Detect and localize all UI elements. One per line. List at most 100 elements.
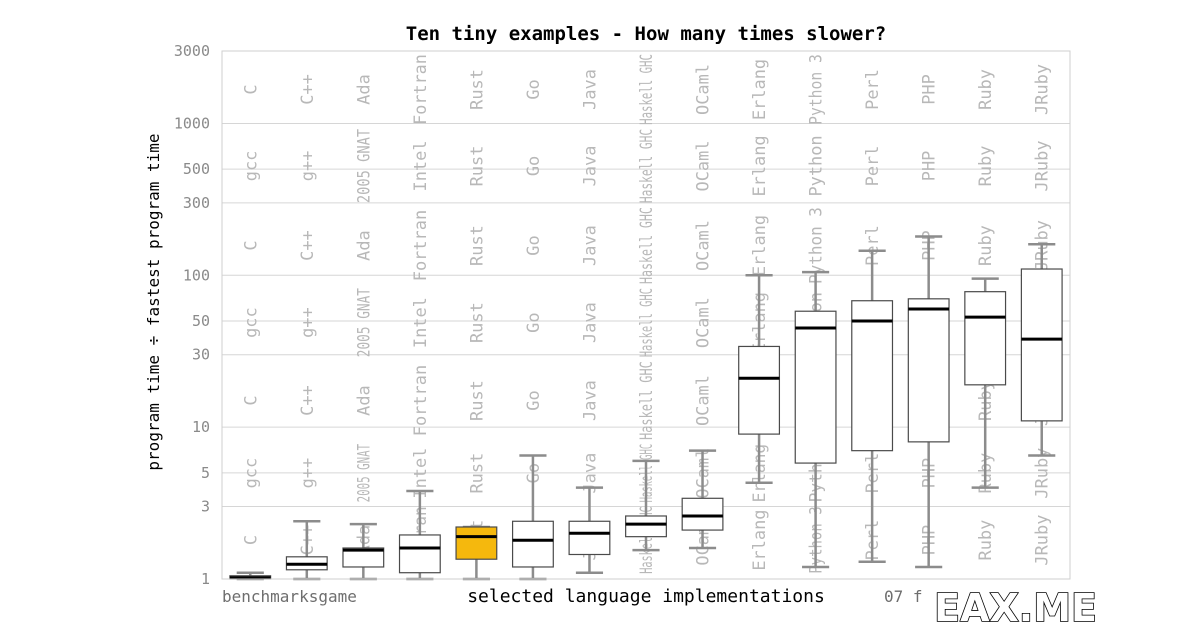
impl-label-10-6: Python 3 — [807, 54, 827, 125]
chart-title: Ten tiny examples - How many times slowe… — [406, 23, 886, 45]
impl-label-4-5: Rust — [467, 146, 487, 187]
impl-label-8-5: OCaml — [694, 140, 714, 191]
impl-label-7-3: Haskell GHC — [637, 288, 657, 357]
box-7 — [625, 459, 667, 552]
impl-label-2-4: Ada — [354, 230, 374, 261]
box-6 — [568, 486, 611, 574]
impl-label-8-6: OCaml — [694, 64, 714, 115]
impl-label-1-5: g++ — [298, 151, 318, 182]
impl-label-5-3: Go — [524, 312, 544, 332]
impl-label-7-4: Haskell GHC — [637, 207, 657, 284]
impl-label-6-6: Java — [580, 69, 600, 110]
box-body-11 — [851, 300, 894, 452]
impl-label-2-5: 2005 GNAT — [354, 129, 374, 203]
impl-label-0-2: C — [241, 395, 261, 405]
impl-label-13-0: Ruby — [976, 520, 996, 561]
impl-label-13-6: Ruby — [976, 69, 996, 110]
impl-label-6-4: Java — [580, 225, 600, 266]
impl-label-14-6: JRuby — [1033, 64, 1053, 115]
impl-label-0-0: C — [241, 535, 261, 545]
impl-label-9-4: Erlang — [750, 215, 770, 276]
impl-label-0-1: gcc — [241, 458, 261, 489]
impl-label-3-5: Intel — [411, 140, 431, 191]
box-13 — [964, 277, 1007, 489]
impl-label-2-3: 2005 GNAT — [354, 288, 374, 357]
impl-label-1-4: C++ — [298, 230, 318, 261]
impl-label-12-5: PHP — [920, 151, 940, 182]
impl-label-6-1: Java — [580, 453, 600, 494]
impl-label-7-2: Haskell GHC — [637, 361, 657, 440]
impl-label-3-3: Intel — [411, 297, 431, 348]
impl-label-4-1: Rust — [467, 453, 487, 494]
impl-label-11-5: Perl — [863, 146, 883, 187]
box-body-5 — [511, 520, 554, 568]
impl-label-6-3: Java — [580, 302, 600, 343]
impl-label-13-5: Ruby — [976, 146, 996, 187]
impl-label-3-6: Fortran — [411, 54, 431, 125]
box-14 — [1020, 243, 1063, 457]
y-tick-label-2: 5 — [201, 464, 210, 482]
y-tick-label-0: 1 — [201, 570, 210, 588]
footer-source: benchmarksgame — [222, 587, 357, 606]
box-3 — [398, 489, 441, 581]
impl-label-7-6: Haskell GHC — [637, 54, 657, 125]
box-4 — [455, 525, 498, 581]
impl-label-3-4: Fortran — [411, 210, 431, 281]
impl-label-5-6: Go — [524, 79, 544, 99]
impl-label-8-3: OCaml — [694, 297, 714, 348]
box-body-9 — [738, 345, 781, 435]
y-tick-label-3: 10 — [192, 418, 210, 436]
impl-label-3-2: Fortran — [411, 365, 431, 436]
y-tick-label-9: 1000 — [174, 114, 210, 132]
y-tick-label-7: 300 — [183, 194, 210, 212]
box-body-3 — [398, 534, 441, 574]
impl-label-4-6: Rust — [467, 69, 487, 110]
impl-label-7-5: Haskell GHC — [637, 129, 657, 203]
impl-label-14-5: JRuby — [1033, 140, 1053, 191]
impl-label-0-5: gcc — [241, 151, 261, 182]
impl-label-5-4: Go — [524, 235, 544, 255]
impl-label-4-4: Rust — [467, 225, 487, 266]
impl-label-0-4: C — [241, 240, 261, 250]
impl-label-9-6: Erlang — [750, 59, 770, 120]
y-axis-label: program time ÷ fastest program time — [144, 133, 163, 470]
impl-label-5-2: Go — [524, 390, 544, 410]
box-1 — [285, 520, 328, 581]
box-body-2 — [342, 547, 385, 568]
box-body-4 — [455, 526, 498, 560]
y-tick-label-1: 3 — [201, 498, 210, 516]
impl-label-1-3: g++ — [298, 307, 318, 338]
box-11 — [851, 249, 894, 563]
box-2 — [342, 522, 385, 581]
box-body-13 — [964, 291, 1007, 386]
box-8 — [681, 449, 724, 550]
box-body-7 — [625, 515, 667, 538]
impl-label-14-0: JRuby — [1033, 515, 1053, 566]
impl-label-9-0: Erlang — [750, 509, 770, 570]
impl-label-2-6: Ada — [354, 74, 374, 105]
impl-label-0-3: gcc — [241, 307, 261, 338]
impl-label-8-2: OCaml — [694, 375, 714, 426]
impl-label-2-2: Ada — [354, 385, 374, 416]
box-series — [229, 235, 1063, 581]
impl-label-11-4: Perl — [863, 225, 883, 266]
impl-label-4-3: Rust — [467, 302, 487, 343]
y-tick-label-6: 100 — [183, 266, 210, 284]
impl-label-1-2: C++ — [298, 385, 318, 416]
y-tick-label-5: 50 — [192, 312, 210, 330]
impl-label-12-6: PHP — [920, 74, 940, 105]
impl-label-1-6: C++ — [298, 74, 318, 105]
impl-label-11-6: Perl — [863, 69, 883, 110]
plot-frame — [221, 50, 1071, 580]
impl-label-10-5: Python — [807, 135, 827, 196]
box-5 — [511, 454, 554, 581]
footer-date: 07 f — [884, 587, 923, 606]
impl-label-3-1: Intel — [411, 448, 431, 499]
box-body-12 — [907, 298, 950, 443]
impl-label-9-5: Erlang — [750, 135, 770, 196]
box-9 — [738, 274, 781, 485]
y-tick-label-8: 500 — [183, 160, 210, 178]
impl-label-5-5: Go — [524, 156, 544, 176]
box-body-8 — [681, 497, 724, 531]
